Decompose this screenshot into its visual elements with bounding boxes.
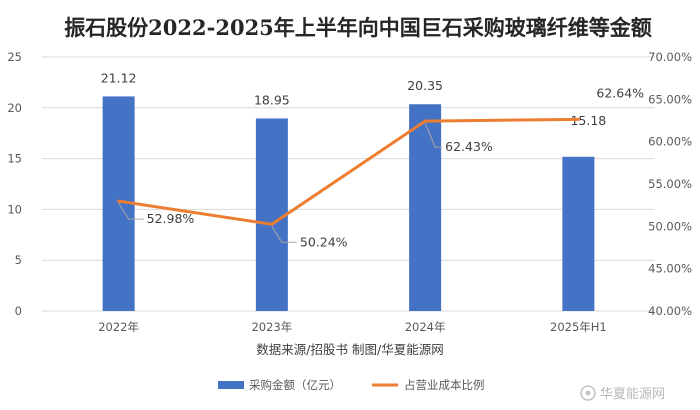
right-tick-label: 50.00% (648, 219, 692, 233)
bar (562, 156, 595, 311)
line-point (117, 199, 121, 203)
left-tick-label: 20 (7, 101, 22, 115)
right-tick-label: 70.00% (648, 50, 692, 64)
line-point (270, 222, 274, 226)
line-value-label: 62.43% (445, 139, 493, 154)
watermark: 华夏能源网 (580, 385, 665, 402)
left-tick-label: 25 (7, 50, 22, 64)
bar-value-label: 21.12 (101, 70, 137, 85)
line-path (118, 117, 579, 226)
bar-value-label: 20.35 (407, 78, 443, 93)
source-note: 数据来源/招股书 制图/华夏能源网 (256, 342, 443, 357)
right-tick-label: 40.00% (648, 304, 692, 318)
x-tick-label: 2024年 (405, 320, 446, 334)
leader-line (424, 122, 443, 148)
left-tick-label: 10 (7, 202, 22, 216)
x-tick-label: 2025年H1 (550, 320, 607, 334)
line-value-label: 52.98% (147, 211, 195, 226)
watermark-logo-icon (580, 385, 596, 401)
line-value-label: 50.24% (300, 234, 348, 249)
line-point (576, 117, 580, 121)
right-tick-label: 45.00% (648, 262, 692, 276)
watermark-logo-dot (585, 390, 591, 396)
left-axis: 0 5 10 15 20 25 (7, 50, 22, 318)
right-tick-label: 60.00% (648, 135, 692, 149)
bar-value-label: 18.95 (254, 92, 290, 107)
legend-swatch-bar (218, 381, 244, 389)
watermark-text: 华夏能源网 (600, 387, 665, 402)
x-tick-label: 2022年 (98, 320, 139, 334)
bar-series: 21.12 18.95 20.35 15.18 (101, 70, 606, 311)
line-point (423, 119, 427, 123)
bar (255, 118, 288, 311)
right-axis: 40.00% 45.00% 50.00% 55.00% 60.00% 65.00% 70.0… (648, 50, 692, 318)
bar-value-label: 15.18 (570, 113, 606, 128)
line-series: 52.98% 50.24% 62.43% 62.64% (117, 85, 644, 249)
line-value-label: 62.64% (596, 85, 644, 100)
bar (409, 104, 442, 311)
legend: 采购金额（亿元） 占营业成本比例 (218, 378, 485, 392)
leader-line (271, 226, 297, 243)
right-tick-label: 55.00% (648, 177, 692, 191)
chart-title: 振石股份2022-2025年上半年向中国巨石采购玻璃纤维等金额 (64, 15, 652, 40)
leader-line (118, 202, 144, 220)
x-axis: 2022年 2023年 2024年 2025年H1 (98, 320, 607, 334)
left-tick-label: 15 (7, 152, 22, 166)
gridlines (42, 56, 655, 312)
left-tick-label: 5 (15, 253, 22, 267)
x-tick-label: 2023年 (251, 320, 292, 334)
legend-label-bar: 采购金额（亿元） (249, 378, 341, 392)
right-tick-label: 65.00% (648, 92, 692, 106)
legend-label-line: 占营业成本比例 (404, 378, 485, 392)
left-tick-label: 0 (15, 304, 22, 318)
